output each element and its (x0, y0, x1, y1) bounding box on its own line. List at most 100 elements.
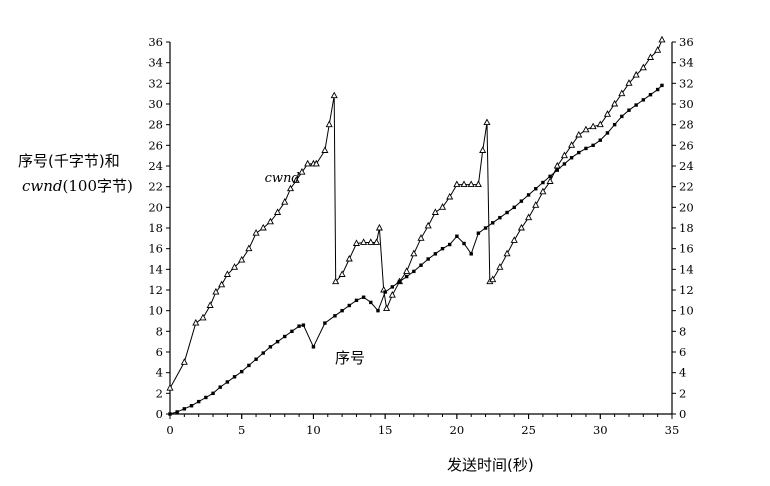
seq-point-37 (440, 246, 445, 251)
seq-point-35 (426, 257, 430, 261)
seq-point-46 (505, 210, 509, 215)
cwnd-point-15 (281, 198, 289, 205)
cwnd-point-58 (539, 187, 547, 195)
seq-point-14 (268, 345, 273, 349)
cwnd-point-75 (658, 35, 666, 43)
cwnd-point-39 (417, 234, 425, 241)
seq-point-50 (534, 187, 538, 191)
cwnd-point-11 (252, 229, 260, 236)
y-tick-label-right-26: 26 (679, 138, 694, 152)
cwnd-point-65 (589, 122, 597, 130)
y-tick-label-right-22: 22 (679, 180, 694, 194)
cwnd-point-35 (388, 291, 396, 298)
cwnd-point-3 (199, 313, 207, 321)
seq-point-25 (354, 298, 359, 303)
y-tick-label-left-10: 10 (148, 304, 163, 318)
seq-point-7 (218, 385, 222, 389)
y-axis-label-rest: (100字节) (62, 177, 133, 195)
cwnd-point-54 (510, 236, 518, 243)
y-tick-label-left-28: 28 (148, 118, 163, 132)
seq-point-36 (433, 252, 438, 256)
seq-point-34 (419, 263, 423, 267)
cwnd-point-13 (266, 217, 274, 225)
x-tick-label-35: 35 (665, 423, 680, 437)
seq-point-16 (283, 334, 287, 339)
cwnd-point-45 (460, 180, 468, 188)
seq-point-8 (225, 380, 230, 384)
cwnd-point-46 (467, 180, 475, 188)
seq-point-28 (376, 308, 380, 313)
series-group (166, 35, 666, 416)
y-tick-label-right-4: 4 (679, 366, 686, 380)
cwnd-point-7 (223, 270, 231, 277)
y-tick-label-left-24: 24 (148, 159, 163, 173)
cwnd-point-8 (230, 263, 239, 270)
seq-point-52 (548, 174, 552, 179)
seq-point-19 (301, 323, 306, 327)
seq-point-30 (390, 285, 395, 289)
seq-point-40 (462, 241, 466, 246)
x-tick-label-20: 20 (450, 423, 465, 437)
cwnd-point-27 (345, 254, 353, 262)
cwnd-point-43 (446, 192, 454, 200)
y-axis-label-cwnd: cwnd (22, 177, 63, 195)
y-tick-label-left-4: 4 (156, 366, 163, 380)
seq-point-59 (598, 138, 602, 142)
cwnd-point-59 (546, 177, 554, 184)
seq-point-64 (634, 103, 638, 107)
y-tick-label-left-22: 22 (148, 180, 163, 194)
seq-point-5 (204, 395, 208, 400)
y-tick-label-right-18: 18 (679, 221, 694, 235)
y-tick-label-right-28: 28 (679, 118, 694, 132)
cwnd-point-42 (438, 203, 447, 210)
cwnd-point-67 (603, 110, 612, 117)
cwnd-point-32 (375, 223, 383, 231)
seq-point-3 (189, 404, 194, 408)
x-tick-label-25: 25 (521, 423, 536, 437)
y-tick-label-left-16: 16 (148, 242, 163, 256)
seq-point-9 (232, 375, 237, 379)
cwnd-point-19 (304, 159, 312, 167)
seq-point-22 (333, 314, 337, 318)
cwnd-point-30 (367, 238, 375, 245)
seq-point-20 (311, 345, 316, 349)
y-tick-label-left-34: 34 (148, 56, 163, 70)
series-line-0 (169, 39, 663, 389)
seq-point-0 (168, 412, 172, 416)
seq-point-42 (476, 231, 481, 235)
y-tick-label-right-14: 14 (679, 262, 694, 276)
y-tick-label-right-12: 12 (679, 283, 694, 297)
y-tick-label-left-0: 0 (156, 407, 163, 421)
y-tick-label-right-2: 2 (679, 386, 686, 400)
cwnd-point-63 (575, 130, 583, 138)
cwnd-point-25 (332, 277, 340, 285)
y-tick-label-right-0: 0 (679, 407, 686, 421)
x-axis-label: 发送时间(秒) (447, 456, 534, 474)
x-tick-label-0: 0 (166, 423, 173, 437)
seq-point-67 (655, 87, 660, 92)
cwnd-point-29 (360, 238, 368, 245)
cwnd-point-61 (560, 151, 568, 159)
y-tick-label-right-34: 34 (679, 56, 694, 70)
seq-point-43 (483, 226, 488, 230)
y-tick-label-right-32: 32 (679, 76, 694, 90)
y-tick-label-right-20: 20 (679, 200, 694, 214)
y-tick-label-left-20: 20 (148, 200, 163, 214)
seq-point-55 (569, 156, 574, 160)
seq-point-31 (397, 280, 402, 284)
seq-point-49 (526, 193, 531, 197)
cwnd-point-38 (410, 249, 418, 257)
seq-point-26 (361, 295, 366, 299)
cwnd-point-70 (625, 79, 633, 86)
cwnd-point-12 (259, 223, 267, 231)
seq-point-23 (340, 308, 344, 313)
cwnd-point-21 (312, 159, 320, 167)
cwnd-point-74 (654, 46, 662, 53)
y-tick-label-left-30: 30 (148, 97, 163, 111)
cwnd-point-49 (483, 118, 491, 126)
cwnd-point-17 (292, 176, 300, 183)
seq-point-47 (512, 205, 516, 210)
cwnd-point-14 (274, 208, 282, 215)
x-tick-label-30: 30 (593, 423, 608, 437)
